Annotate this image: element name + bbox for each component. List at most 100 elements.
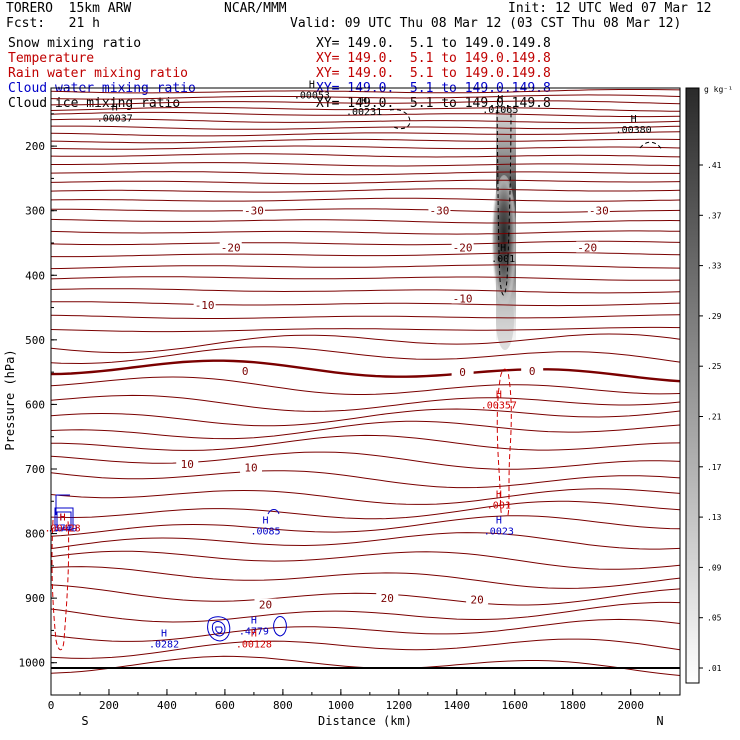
maximum-value: .00231	[346, 107, 382, 118]
isotherm-line	[50, 240, 681, 246]
isotherm-line	[51, 208, 681, 213]
isotherm-label-bg	[254, 598, 277, 610]
isotherm-line	[50, 188, 681, 193]
forecast-hour: Fcst: 21 h	[6, 16, 100, 31]
isotherm-line	[50, 276, 681, 281]
isotherm-line	[50, 618, 681, 642]
isotherm-line	[50, 532, 681, 550]
x-tick-label: 400	[157, 699, 177, 712]
colorbar-tick-label: .41	[707, 161, 722, 170]
isotherm-line	[50, 145, 681, 150]
field-name-temperature: Temperature	[8, 51, 95, 66]
field-name-rain: Rain water mixing ratio	[8, 66, 189, 81]
isotherm-line	[50, 153, 681, 158]
maximum-value: .00380	[616, 125, 652, 136]
isotherm-label-bg	[376, 592, 399, 604]
isotherm-line	[50, 171, 680, 176]
isotherm-line	[51, 125, 681, 130]
colorbar-tick-label: .17	[707, 463, 722, 472]
model-title: TORERO 15km ARW	[6, 1, 132, 16]
colorbar-tick-label: .21	[707, 413, 722, 422]
cloud-ice-contours	[389, 109, 663, 151]
isotherm-line	[50, 89, 681, 94]
maximum-marker: H	[500, 243, 506, 254]
field-xy-snow: XY= 149.0. 5.1 to 149.0.149.8	[316, 36, 551, 51]
isotherm-label: -20	[453, 241, 473, 254]
valid-time: Valid: 09 UTC Thu 08 Mar 12 (03 CST Thu …	[290, 16, 682, 31]
isotherm-label-bg	[576, 241, 599, 253]
isotherm-label: -10	[453, 293, 473, 306]
colorbar: .01 .05 .09 .13 .17 .21 .25 .29 .33 .37 .41 g kg⁻¹	[685, 85, 733, 684]
colorbar-tick-label: .29	[707, 312, 722, 321]
y-tick-label: 600	[25, 398, 45, 411]
x-tick-label: 1600	[502, 699, 529, 712]
center-label: NCAR/MMM	[224, 1, 287, 16]
maximum-value: .5749	[48, 523, 78, 534]
isotherm-label: -20	[221, 241, 241, 254]
x-axis-title: Distance (km)	[318, 714, 412, 728]
init-time: Init: 12 UTC Wed 07 Mar 12	[508, 1, 712, 16]
maximum-value: .0023	[484, 527, 514, 538]
colorbar-tick-label: .05	[707, 614, 722, 623]
colorbar-tick-label: .01	[707, 664, 722, 673]
maximum-marker: H	[497, 94, 503, 105]
maximum-marker: H	[262, 516, 268, 527]
north-end-label: N	[656, 714, 663, 728]
isotherm-line	[50, 601, 681, 623]
isotherm-label: -30	[244, 205, 264, 218]
isotherm-line	[50, 179, 681, 185]
isotherm-label: -10	[195, 299, 215, 312]
field-xy-cloud-ice: XY= 149.0. 5.1 to 149.0.149.8	[316, 96, 551, 111]
colorbar-tick-label: .09	[707, 563, 722, 572]
maximum-value: .01065	[482, 105, 518, 116]
maximum-value: .4779	[239, 627, 269, 638]
maximum-marker: H	[112, 102, 118, 113]
y-tick-label: 300	[25, 205, 45, 218]
maximum-value: .00037	[97, 113, 133, 124]
y-tick-label: 800	[25, 528, 45, 541]
colorbar-tick-label: .25	[707, 362, 722, 371]
cloud-water-contours	[54, 494, 287, 642]
isotherm-line	[50, 107, 680, 112]
y-tick-label: 500	[25, 334, 45, 347]
colorbar-tick-label: .37	[707, 211, 722, 220]
isotherm-line	[50, 131, 681, 137]
isotherm-label-bg	[240, 461, 263, 473]
maximum-marker: H	[251, 629, 257, 640]
isotherm-line	[50, 100, 681, 106]
temperature-contours	[50, 89, 681, 676]
isotherm-line	[50, 470, 681, 489]
isotherm-line	[50, 451, 681, 470]
isotherm-label-bg	[587, 204, 610, 216]
isotherm-label: 10	[244, 462, 257, 475]
x-tick-label: 200	[99, 699, 119, 712]
isotherm-label-bg	[451, 366, 474, 378]
isotherm-label-bg	[521, 364, 544, 376]
isotherm-line	[50, 584, 681, 606]
isotherm-label-bg	[428, 204, 451, 216]
isotherm-line	[50, 655, 681, 676]
isotherm-label: 20	[470, 593, 483, 606]
x-tick-label: 1800	[560, 699, 587, 712]
isotherm-line	[50, 420, 681, 440]
x-tick-label: 1000	[328, 699, 355, 712]
x-tick-label: 600	[215, 699, 235, 712]
x-tick-label: 2000	[617, 699, 644, 712]
maximum-marker: H	[251, 616, 257, 627]
isotherm-line	[50, 264, 681, 270]
isotherm-line	[50, 488, 681, 505]
isotherm-label-bg	[242, 204, 265, 216]
colorbar-tick-label: .13	[707, 513, 722, 522]
snow-shading	[491, 110, 517, 350]
south-end-label: S	[81, 714, 88, 728]
isotherm-label-bg	[219, 241, 242, 253]
maximum-marker: H	[60, 512, 66, 523]
x-tick-label: 1400	[444, 699, 471, 712]
isotherm-label-bg	[176, 457, 199, 469]
isotherm-line	[50, 94, 681, 100]
isotherm-labels: -30 -30 -30 -20 -20 -20 -10 -10 0 0 0 10 10 20 20 20	[176, 204, 610, 612]
y-tick-label: 1000	[19, 657, 46, 670]
isotherm-label: -30	[429, 205, 449, 218]
